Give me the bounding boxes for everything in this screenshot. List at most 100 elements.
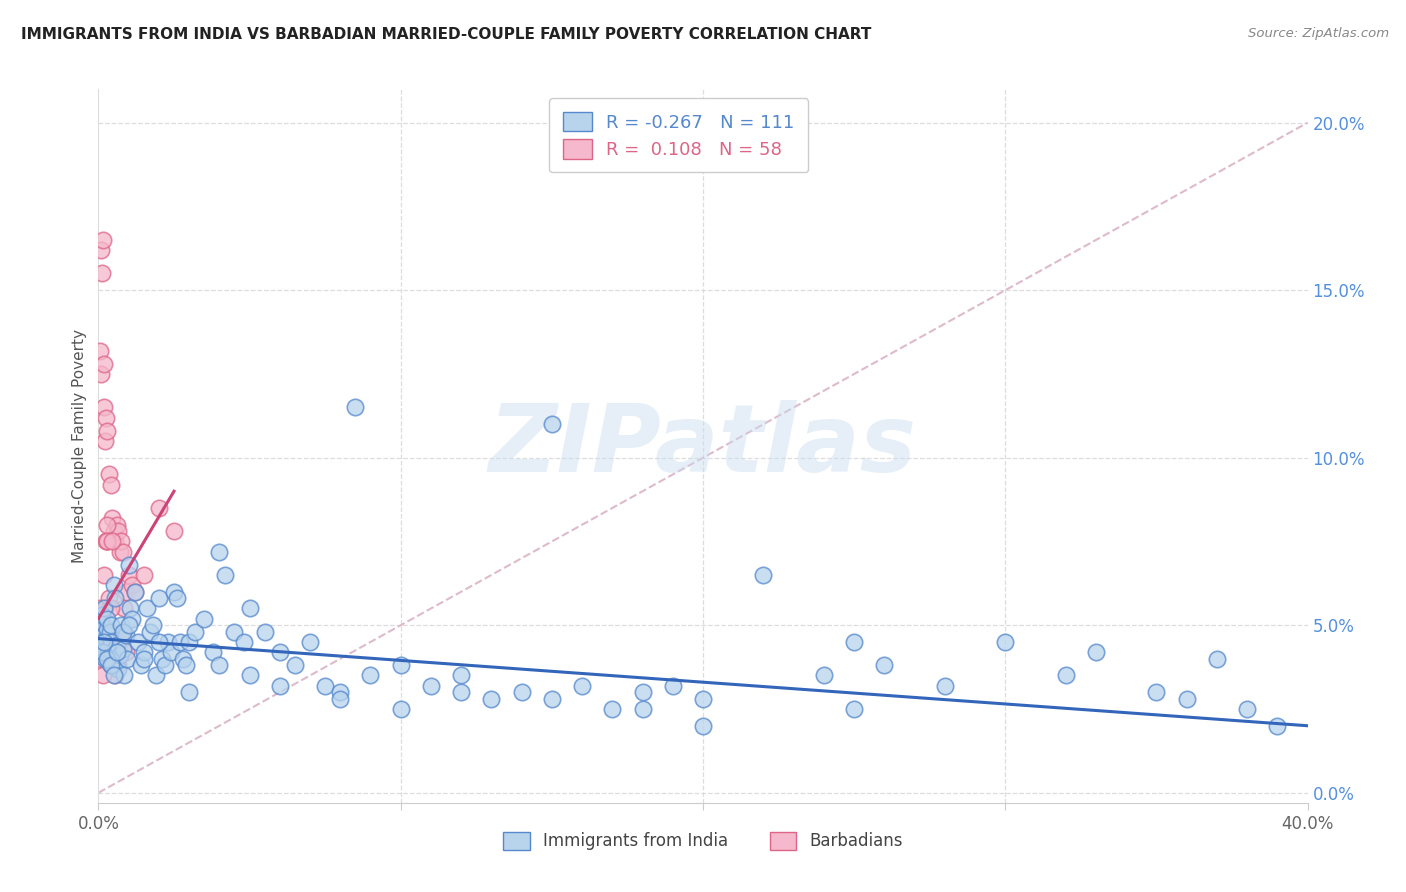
Point — [96, 534, 118, 549]
Point — [299, 635, 322, 649]
Point — [148, 500, 170, 515]
Point — [90, 624, 112, 639]
Point — [108, 648, 131, 663]
Point — [110, 534, 132, 549]
Point — [91, 233, 114, 247]
Point — [127, 635, 149, 649]
Point — [100, 635, 122, 649]
Point — [752, 568, 775, 582]
Point — [114, 628, 136, 642]
Point — [101, 534, 124, 549]
Point — [110, 618, 132, 632]
Point — [105, 651, 128, 665]
Point — [118, 568, 141, 582]
Point — [104, 668, 127, 682]
Point — [148, 591, 170, 606]
Point — [224, 624, 246, 639]
Point — [107, 524, 129, 539]
Point — [481, 692, 503, 706]
Point — [89, 601, 111, 615]
Point — [100, 658, 122, 673]
Point — [129, 658, 152, 673]
Point — [90, 611, 112, 625]
Point — [96, 534, 118, 549]
Point — [174, 658, 197, 673]
Point — [232, 635, 254, 649]
Point — [90, 243, 112, 257]
Text: ZIPatlas: ZIPatlas — [489, 400, 917, 492]
Point — [115, 651, 138, 665]
Point — [344, 401, 367, 415]
Point — [1236, 702, 1258, 716]
Point — [93, 628, 115, 642]
Point — [540, 417, 562, 432]
Point — [389, 702, 412, 716]
Point — [118, 558, 141, 572]
Point — [873, 658, 896, 673]
Point — [156, 635, 179, 649]
Point — [93, 635, 115, 649]
Y-axis label: Married-Couple Family Poverty: Married-Couple Family Poverty — [72, 329, 87, 563]
Point — [118, 618, 141, 632]
Point — [94, 534, 117, 549]
Point — [692, 719, 714, 733]
Point — [91, 668, 114, 682]
Point — [89, 343, 111, 358]
Point — [253, 624, 276, 639]
Point — [96, 635, 118, 649]
Point — [844, 635, 866, 649]
Point — [1085, 645, 1108, 659]
Point — [94, 632, 117, 646]
Point — [105, 645, 128, 659]
Point — [91, 267, 114, 281]
Point — [100, 601, 122, 615]
Point — [1267, 719, 1289, 733]
Point — [96, 424, 118, 438]
Point — [100, 618, 122, 632]
Point — [93, 568, 115, 582]
Point — [1146, 685, 1168, 699]
Point — [93, 601, 115, 615]
Point — [111, 641, 134, 656]
Point — [692, 692, 714, 706]
Point — [101, 658, 124, 673]
Point — [103, 635, 125, 649]
Point — [103, 578, 125, 592]
Point — [105, 638, 128, 652]
Point — [420, 679, 443, 693]
Point — [148, 635, 170, 649]
Point — [103, 668, 125, 682]
Point — [94, 651, 117, 665]
Point — [163, 584, 186, 599]
Point — [101, 645, 124, 659]
Point — [124, 584, 146, 599]
Point — [96, 651, 118, 665]
Point — [107, 662, 129, 676]
Point — [96, 517, 118, 532]
Point — [208, 658, 231, 673]
Point — [112, 601, 135, 615]
Point — [111, 544, 134, 558]
Point — [145, 668, 167, 682]
Point — [93, 645, 115, 659]
Point — [160, 645, 183, 659]
Point — [91, 618, 114, 632]
Point — [103, 524, 125, 539]
Point — [813, 668, 835, 682]
Point — [132, 645, 155, 659]
Point — [91, 645, 114, 659]
Point — [90, 367, 112, 381]
Point — [208, 544, 231, 558]
Point — [111, 624, 134, 639]
Point — [150, 651, 173, 665]
Point — [450, 668, 472, 682]
Point — [179, 685, 201, 699]
Point — [108, 635, 131, 649]
Point — [602, 702, 624, 716]
Point — [269, 645, 291, 659]
Point — [98, 591, 121, 606]
Point — [90, 651, 112, 665]
Point — [111, 624, 134, 639]
Point — [90, 635, 112, 649]
Point — [132, 651, 155, 665]
